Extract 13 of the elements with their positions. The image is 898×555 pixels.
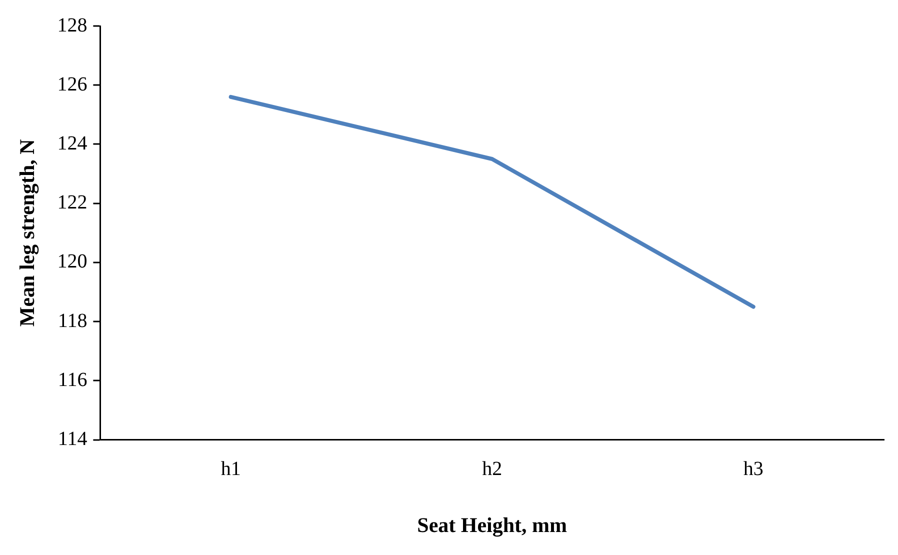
y-tick-label: 114 <box>58 428 88 450</box>
y-axis-title: Mean leg strength, N <box>15 139 40 327</box>
y-tick-label: 128 <box>57 14 88 36</box>
y-tick-label: 126 <box>57 73 88 96</box>
x-tick-label: h1 <box>220 458 241 480</box>
x-axis-title: Seat Height, mm <box>417 512 568 537</box>
x-tick-label: h3 <box>743 458 764 480</box>
x-tick-label: h2 <box>482 458 502 480</box>
y-tick-label: 118 <box>58 310 88 332</box>
y-tick-label: 122 <box>57 192 88 214</box>
y-tick-label: 124 <box>57 132 88 154</box>
y-tick-label: 116 <box>58 368 88 391</box>
y-tick-label: 120 <box>57 250 88 273</box>
